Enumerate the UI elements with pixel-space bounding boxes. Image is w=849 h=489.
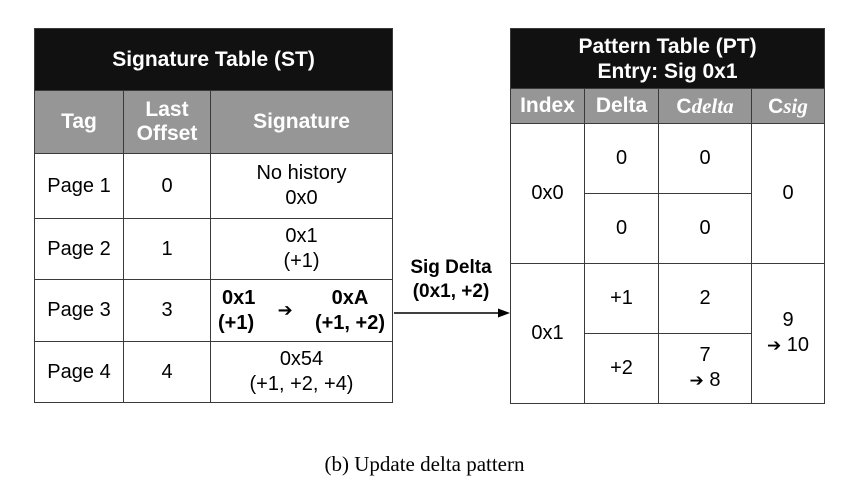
st-title: Signature Table (ST) (33, 28, 394, 91)
table-row-updated: +2 7 ➔ 8 (511, 333, 825, 404)
st-tag: Page 3 (34, 279, 124, 342)
st-signature: 0x1 (+1) (209, 218, 394, 280)
st-signature-update: 0x1 (+1) ➔ 0xA (+1, +2) (209, 279, 394, 342)
new-signature: 0xA (331, 286, 369, 309)
pt-delta: 0 (584, 123, 659, 194)
st-offset: 1 (123, 218, 211, 280)
old-signature: 0x1 (222, 286, 256, 309)
right-arrow-icon: ➔ (689, 371, 704, 391)
st-signature: 0x54 (+1, +2, +4) (209, 341, 394, 403)
st-tag: Page 4 (34, 341, 124, 403)
pt-header-index: Index (510, 88, 585, 124)
st-tag: Page 1 (34, 153, 124, 219)
cdelta-new: ➔ 8 (689, 369, 721, 391)
cdelta-old: 7 (699, 344, 711, 366)
pt-title: Pattern Table (PT) Entry: Sig 0x1 (509, 28, 826, 89)
pt-cdelta-update: 7 ➔ 8 (658, 333, 752, 404)
st-offset: 0 (123, 153, 211, 219)
table-row-updated: Page 3 3 0x1 (+1) ➔ 0xA (+1, +2) (34, 279, 394, 342)
table-row: Page 4 4 0x54 (+1, +2, +4) (34, 341, 394, 403)
table-row: 0x1 +1 2 9 ➔ 10 (510, 263, 826, 404)
pt-csig-update: 9 ➔ 10 (750, 263, 826, 404)
st-header-tag: Tag (34, 90, 124, 154)
pt-cdelta: 2 (658, 263, 752, 334)
table-row: Page 2 1 0x1 (+1) (34, 218, 394, 280)
pt-index: 0x0 (510, 123, 585, 264)
signature-table: Signature Table (ST) Tag Last Offset Sig… (33, 28, 394, 403)
table-row: Page 1 0 No history 0x0 (34, 153, 394, 219)
pt-csig: 0 (750, 123, 826, 264)
pt-header-csig: Csig (750, 88, 826, 124)
csig-old: 9 (782, 309, 794, 331)
st-header-signature: Signature (209, 90, 394, 154)
pt-header-cdelta: Cdelta (658, 88, 752, 124)
old-deltas: (+1) (218, 311, 255, 334)
connector-arrow (394, 308, 510, 318)
st-offset: 3 (123, 279, 211, 342)
connector-label-1: Sig Delta (410, 257, 492, 278)
st-header-last-offset: Last Offset (123, 90, 211, 154)
csig-new: ➔ 10 (766, 334, 810, 356)
arrowhead-icon (498, 308, 510, 318)
right-arrow-icon: ➔ (277, 300, 293, 321)
pt-delta: +2 (584, 333, 659, 404)
pt-index: 0x1 (510, 263, 585, 404)
pt-header-delta: Delta (584, 88, 659, 124)
figure-caption: (b) Update delta pattern (324, 452, 525, 476)
st-tag: Page 2 (34, 218, 124, 280)
table-row: 0x0 0 0 0 (510, 123, 826, 264)
pt-delta: +1 (584, 263, 659, 334)
pt-cdelta: 0 (658, 123, 752, 194)
right-arrow-icon: ➔ (766, 336, 782, 356)
pt-cdelta: 0 (658, 193, 752, 264)
st-signature: No history 0x0 (209, 153, 394, 219)
st-offset: 4 (123, 341, 211, 403)
pattern-table: Pattern Table (PT) Entry: Sig 0x1 Index … (509, 28, 826, 404)
connector-label-2: (0x1, +2) (412, 281, 490, 302)
pt-delta: 0 (584, 193, 659, 264)
new-deltas: (+1, +2) (314, 311, 386, 334)
